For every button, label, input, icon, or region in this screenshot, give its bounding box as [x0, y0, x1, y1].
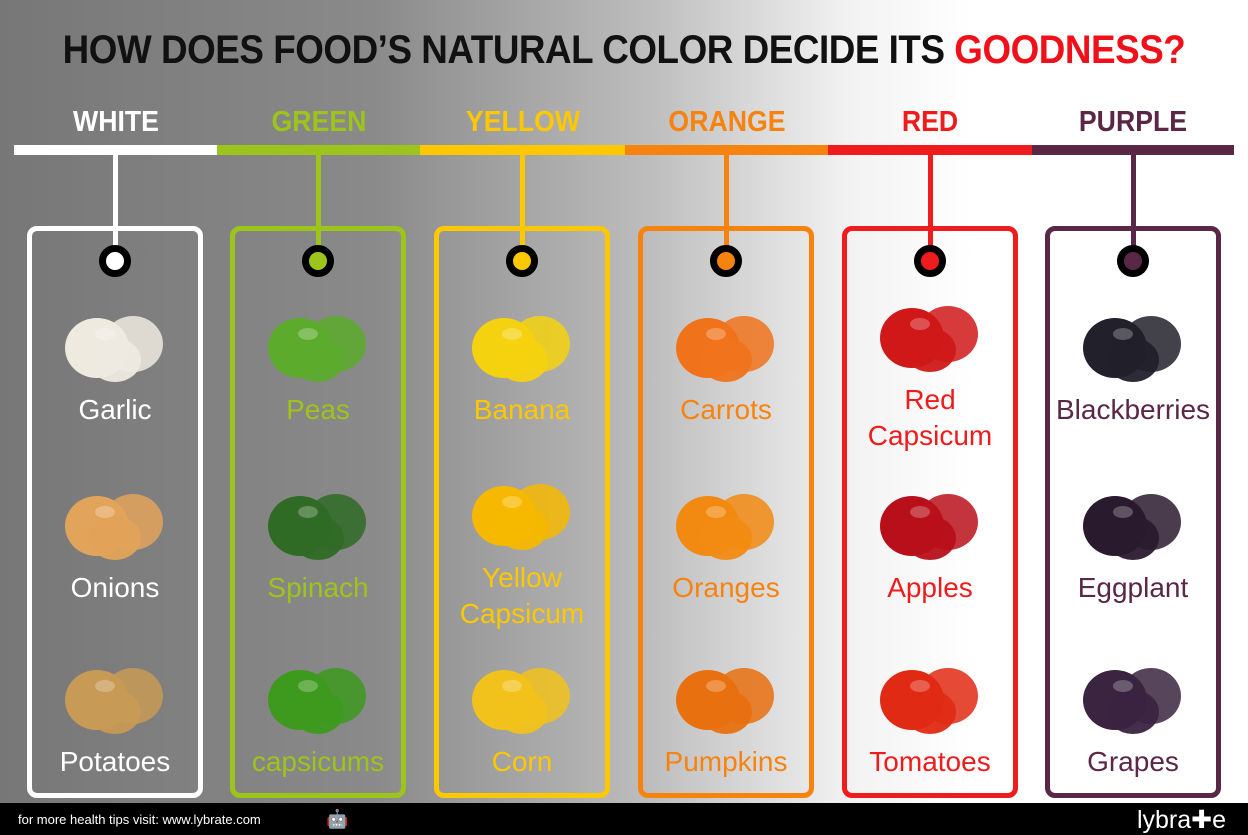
- food-label: Apples: [887, 572, 973, 603]
- orange-connector: [724, 155, 729, 250]
- white-food-box: [27, 226, 203, 798]
- food-label: Tomatoes: [869, 746, 991, 777]
- food-item-red-capsicum: Red Capsicum: [842, 280, 1018, 454]
- food-label: Onions: [70, 572, 160, 603]
- yellow-connector: [520, 155, 525, 250]
- food-item-carrots: Carrots: [638, 290, 814, 428]
- food-item-onions: Onions: [27, 468, 203, 606]
- spinach-image: [268, 494, 366, 560]
- footer: for more health tips visit: www.lybrate.…: [0, 803, 1248, 835]
- food-label: Peas: [286, 394, 350, 425]
- yellow-bar: [420, 145, 625, 155]
- food-label: Garlic: [78, 394, 152, 425]
- capsicums-image: [268, 668, 366, 734]
- purple-heading: PURPLE: [1078, 106, 1188, 138]
- orange-dot: [710, 245, 742, 277]
- orange-heading: ORANGE: [667, 106, 786, 138]
- android-icon[interactable]: 🤖: [326, 809, 349, 829]
- food-item-spinach: Spinach: [230, 468, 406, 606]
- green-bar: [217, 145, 420, 155]
- white-connector: [113, 155, 118, 250]
- white-heading: WHITE: [72, 106, 159, 138]
- page-title: HOW DOES FOOD’S NATURAL COLOR DECIDE ITS…: [50, 28, 1198, 73]
- red-connector: [928, 155, 933, 250]
- apples-image: [880, 494, 978, 560]
- food-label: Pumpkins: [664, 746, 788, 777]
- food-item-banana: Banana: [434, 290, 610, 428]
- green-heading: GREEN: [271, 106, 366, 138]
- food-item-pumpkins: Pumpkins: [638, 642, 814, 780]
- red-bar: [828, 145, 1032, 155]
- green-food-box: [230, 226, 406, 798]
- food-label: capsicums: [251, 746, 385, 777]
- eggplant-image: [1083, 494, 1181, 560]
- potatoes-image: [65, 668, 163, 734]
- pumpkins-image: [676, 668, 774, 734]
- footer-text: for more health tips visit: www.lybrate.…: [18, 812, 261, 827]
- garlic-image: [65, 316, 163, 382]
- banana-image: [472, 316, 570, 382]
- white-bar: [14, 145, 217, 155]
- purple-food-box: [1045, 226, 1221, 798]
- purple-bar: [1032, 145, 1234, 155]
- red-heading: RED: [901, 106, 959, 138]
- yellow-capsicum-image: [472, 484, 570, 550]
- food-item-tomatoes: Tomatoes: [842, 642, 1018, 780]
- lybrate-logo: lybra✚e: [1136, 806, 1226, 834]
- yellow-food-box: [434, 226, 610, 798]
- tomatoes-image: [880, 668, 978, 734]
- orange-food-box: [638, 226, 814, 798]
- food-item-grapes: Grapes: [1045, 642, 1221, 780]
- title-highlight: GOODNESS?: [954, 28, 1186, 72]
- orange-bar: [625, 145, 828, 155]
- purple-connector: [1131, 155, 1136, 250]
- title-text: HOW DOES FOOD’S NATURAL COLOR DECIDE ITS: [62, 28, 955, 72]
- blackberries-image: [1083, 316, 1181, 382]
- food-item-eggplant: Eggplant: [1045, 468, 1221, 606]
- purple-dot: [1117, 245, 1149, 277]
- food-item-peas: Peas: [230, 290, 406, 428]
- food-item-capsicums: capsicums: [230, 642, 406, 780]
- yellow-heading: YELLOW: [465, 106, 580, 138]
- red-capsicum-image: [880, 306, 978, 372]
- food-item-yellow-capsicum: Yellow Capsicum: [434, 458, 610, 632]
- grapes-image: [1083, 668, 1181, 734]
- food-item-potatoes: Potatoes: [27, 642, 203, 780]
- red-food-box: [842, 226, 1018, 798]
- food-item-apples: Apples: [842, 468, 1018, 606]
- green-connector: [316, 155, 321, 250]
- food-label: Grapes: [1087, 746, 1179, 777]
- white-dot: [99, 245, 131, 277]
- food-label: Corn: [491, 746, 553, 777]
- carrots-image: [676, 316, 774, 382]
- corn-image: [472, 668, 570, 734]
- onions-image: [65, 494, 163, 560]
- food-label: Oranges: [672, 572, 780, 603]
- food-label: Carrots: [680, 394, 772, 425]
- red-dot: [914, 245, 946, 277]
- food-item-oranges: Oranges: [638, 468, 814, 606]
- food-item-blackberries: Blackberries: [1045, 290, 1221, 428]
- food-item-corn: Corn: [434, 642, 610, 780]
- oranges-image: [676, 494, 774, 560]
- yellow-dot: [506, 245, 538, 277]
- food-label: Red Capsicum: [867, 384, 993, 451]
- food-label: Potatoes: [59, 746, 171, 777]
- food-label: Blackberries: [1055, 394, 1211, 425]
- peas-image: [268, 316, 366, 382]
- food-label: Spinach: [267, 572, 369, 603]
- food-item-garlic: Garlic: [27, 290, 203, 428]
- green-dot: [302, 245, 334, 277]
- food-label: Eggplant: [1077, 572, 1189, 603]
- food-label: Yellow Capsicum: [459, 562, 585, 629]
- food-label: Banana: [473, 394, 571, 425]
